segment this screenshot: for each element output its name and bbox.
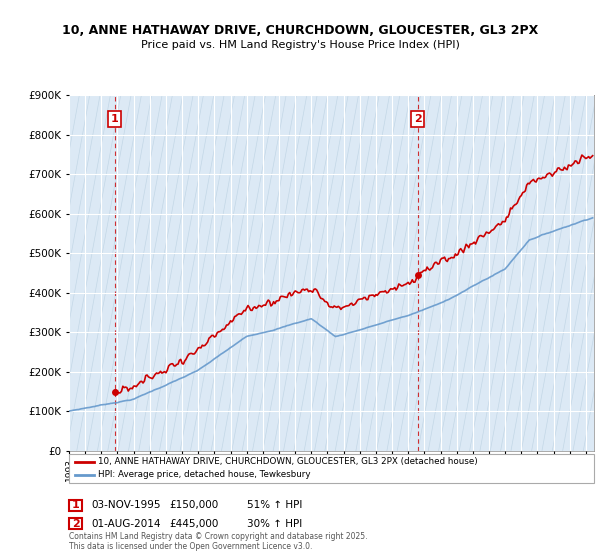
Text: 51% ↑ HPI: 51% ↑ HPI (247, 500, 302, 510)
Text: 01-AUG-2014: 01-AUG-2014 (91, 519, 161, 529)
Text: £445,000: £445,000 (169, 519, 218, 529)
Text: HPI: Average price, detached house, Tewkesbury: HPI: Average price, detached house, Tewk… (98, 470, 310, 479)
Text: £150,000: £150,000 (169, 500, 218, 510)
Text: 2: 2 (72, 519, 79, 529)
Text: Contains HM Land Registry data © Crown copyright and database right 2025.
This d: Contains HM Land Registry data © Crown c… (69, 531, 367, 551)
Text: Price paid vs. HM Land Registry's House Price Index (HPI): Price paid vs. HM Land Registry's House … (140, 40, 460, 50)
Text: 1: 1 (72, 500, 79, 510)
Text: 10, ANNE HATHAWAY DRIVE, CHURCHDOWN, GLOUCESTER, GL3 2PX: 10, ANNE HATHAWAY DRIVE, CHURCHDOWN, GLO… (62, 24, 538, 36)
Text: 1: 1 (111, 114, 119, 124)
Text: 30% ↑ HPI: 30% ↑ HPI (247, 519, 302, 529)
Text: 03-NOV-1995: 03-NOV-1995 (91, 500, 161, 510)
Text: 2: 2 (414, 114, 422, 124)
Text: 10, ANNE HATHAWAY DRIVE, CHURCHDOWN, GLOUCESTER, GL3 2PX (detached house): 10, ANNE HATHAWAY DRIVE, CHURCHDOWN, GLO… (98, 458, 478, 466)
